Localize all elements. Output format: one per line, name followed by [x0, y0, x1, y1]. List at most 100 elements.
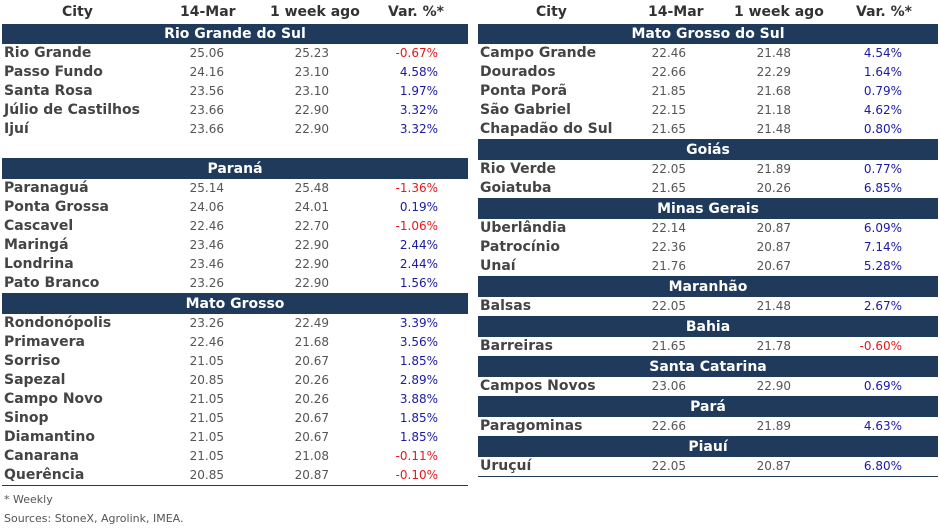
variation-value: 1.97%: [399, 84, 438, 98]
price-week-ago: 22.90: [294, 122, 329, 136]
table-row: Barreiras 21.65 21.78 -0.60%: [478, 337, 938, 357]
prev-column-header: 1 week ago: [734, 4, 824, 20]
city-name: Patrocínio: [480, 239, 561, 255]
left-table: City 14-Mar 1 week ago Var. %* Rio Grand…: [2, 0, 468, 486]
price-current: 22.14: [651, 221, 686, 235]
price-current: 23.06: [651, 379, 686, 393]
city-name: Sorriso: [4, 353, 61, 369]
sources-note: Sources: StoneX, Agrolink, IMEA.: [4, 512, 184, 525]
price-current: 21.05: [189, 430, 224, 444]
price-current: 24.06: [189, 200, 224, 214]
table-row: Maringá 23.46 22.90 2.44%: [2, 236, 468, 255]
date-column-header: 14-Mar: [648, 4, 704, 20]
region-header: Minas Gerais: [478, 199, 938, 219]
price-week-ago: 20.87: [756, 459, 791, 473]
table-row: Campos Novos 23.06 22.90 0.69%: [478, 377, 938, 397]
variation-value: -0.60%: [859, 339, 902, 353]
price-week-ago: 21.68: [756, 84, 791, 98]
price-current: 20.85: [189, 373, 224, 387]
price-current: 22.46: [651, 46, 686, 60]
table-row: Rondonópolis 23.26 22.49 3.39%: [2, 314, 468, 333]
region-header: Santa Catarina: [478, 357, 938, 377]
table-row: Rio Verde 22.05 21.89 0.77%: [478, 160, 938, 179]
price-current: 23.66: [189, 122, 224, 136]
price-week-ago: 20.26: [756, 181, 791, 195]
price-current: 21.65: [651, 339, 686, 353]
var-column-header: Var. %*: [388, 4, 444, 20]
price-week-ago: 21.08: [294, 449, 329, 463]
variation-value: 4.58%: [399, 65, 438, 79]
price-week-ago: 23.10: [294, 84, 329, 98]
city-name: São Gabriel: [480, 102, 571, 118]
price-week-ago: 22.90: [294, 276, 329, 290]
price-week-ago: 21.89: [756, 419, 791, 433]
price-week-ago: 22.70: [294, 219, 329, 233]
price-current: 23.26: [189, 316, 224, 330]
table-row: Júlio de Castilhos 23.66 22.90 3.32%: [2, 101, 468, 120]
price-week-ago: 22.90: [294, 103, 329, 117]
var-column-header: Var. %*: [856, 4, 912, 20]
table-row: Balsas 22.05 21.48 2.67%: [478, 297, 938, 317]
region-header: Bahia: [478, 317, 938, 337]
city-name: Querência: [4, 467, 85, 483]
city-name: Primavera: [4, 334, 85, 350]
region-header: Mato Grosso: [2, 294, 468, 314]
region-header: Paraná: [2, 159, 468, 179]
city-name: Maringá: [4, 237, 69, 253]
right-table: City 14-Mar 1 week ago Var. %* Mato Gros…: [478, 0, 938, 477]
table-row: Primavera 22.46 21.68 3.56%: [2, 333, 468, 352]
city-name: Rio Verde: [480, 161, 557, 177]
city-name: Ijuí: [4, 121, 29, 137]
city-name: Pato Branco: [4, 275, 100, 291]
price-current: 21.65: [651, 181, 686, 195]
price-week-ago: 24.01: [294, 200, 329, 214]
city-name: Barreiras: [480, 338, 553, 354]
price-week-ago: 21.78: [756, 339, 791, 353]
city-name: Uberlândia: [480, 220, 567, 236]
price-week-ago: 22.29: [756, 65, 791, 79]
variation-value: 3.88%: [399, 392, 438, 406]
city-name: Cascavel: [4, 218, 74, 234]
city-name: Campos Novos: [480, 378, 596, 394]
price-week-ago: 21.68: [294, 335, 329, 349]
price-week-ago: 21.48: [756, 46, 791, 60]
table-row: Dourados 22.66 22.29 1.64%: [478, 63, 938, 82]
date-column-header: 14-Mar: [180, 4, 236, 20]
variation-value: -1.36%: [395, 181, 438, 195]
variation-value: 3.39%: [399, 316, 438, 330]
variation-value: 1.85%: [399, 411, 438, 425]
price-current: 20.85: [189, 468, 224, 482]
table-row: Campo Novo 21.05 20.26 3.88%: [2, 390, 468, 409]
table-row: Sorriso 21.05 20.67 1.85%: [2, 352, 468, 371]
price-current: 22.05: [651, 299, 686, 313]
table-row: Sinop 21.05 20.67 1.85%: [2, 409, 468, 428]
price-current: 23.26: [189, 276, 224, 290]
city-name: Rio Grande: [4, 45, 92, 61]
price-week-ago: 20.26: [294, 373, 329, 387]
variation-value: 2.67%: [863, 299, 902, 313]
variation-value: 4.54%: [863, 46, 902, 60]
city-name: Paranaguá: [4, 180, 89, 196]
price-current: 24.16: [189, 65, 224, 79]
variation-value: 5.28%: [863, 259, 902, 273]
region-header: Goiás: [478, 140, 938, 160]
price-current: 21.76: [651, 259, 686, 273]
variation-value: -1.06%: [395, 219, 438, 233]
price-current: 22.15: [651, 103, 686, 117]
price-current: 25.06: [189, 46, 224, 60]
variation-value: 7.14%: [863, 240, 902, 254]
table-row: Paragominas 22.66 21.89 4.63%: [478, 417, 938, 437]
price-week-ago: 23.10: [294, 65, 329, 79]
city-name: Sinop: [4, 410, 49, 426]
region-header: Pará: [478, 397, 938, 417]
city-name: Sapezal: [4, 372, 66, 388]
variation-value: 1.56%: [399, 276, 438, 290]
price-current: 21.65: [651, 122, 686, 136]
variation-value: 0.79%: [863, 84, 902, 98]
city-name: Campo Grande: [480, 45, 597, 61]
table-row: Uberlândia 22.14 20.87 6.09%: [478, 219, 938, 238]
region-header: Mato Grosso do Sul: [478, 24, 938, 44]
table-row: Pato Branco 23.26 22.90 1.56%: [2, 274, 468, 294]
price-current: 25.14: [189, 181, 224, 195]
price-current: 22.36: [651, 240, 686, 254]
